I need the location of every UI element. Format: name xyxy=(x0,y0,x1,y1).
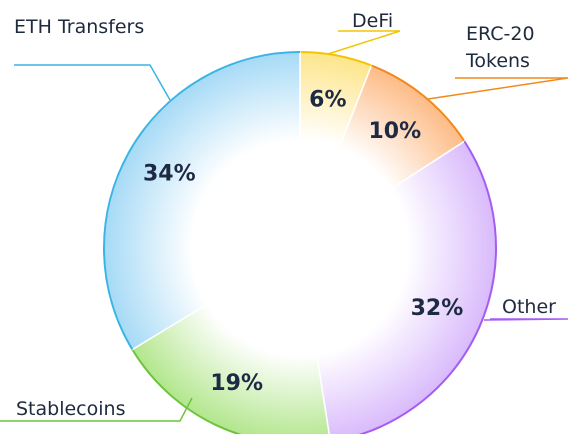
leader-line xyxy=(14,64,171,101)
slice xyxy=(315,140,497,434)
value-label: 10% xyxy=(368,119,421,144)
category-label: Other xyxy=(502,296,556,318)
category-label: DeFi xyxy=(352,10,394,32)
leader-line xyxy=(327,30,401,55)
slice xyxy=(103,51,301,351)
value-label: 32% xyxy=(411,296,464,321)
category-label: ETH Transfers xyxy=(14,16,145,38)
slice-edge xyxy=(371,64,466,142)
category-label: ERC-20 Tokens xyxy=(466,23,535,72)
slice-edge xyxy=(358,140,497,434)
leader-line xyxy=(483,318,568,321)
leader-line xyxy=(427,77,568,100)
slice-edge xyxy=(131,348,242,434)
slice-edge xyxy=(299,51,372,67)
value-label: 6% xyxy=(309,88,346,113)
slice-edge xyxy=(103,51,301,351)
leader-line xyxy=(0,397,193,422)
value-label: 34% xyxy=(143,161,196,186)
value-label: 19% xyxy=(210,371,263,396)
category-label: Stablecoins xyxy=(16,398,126,420)
